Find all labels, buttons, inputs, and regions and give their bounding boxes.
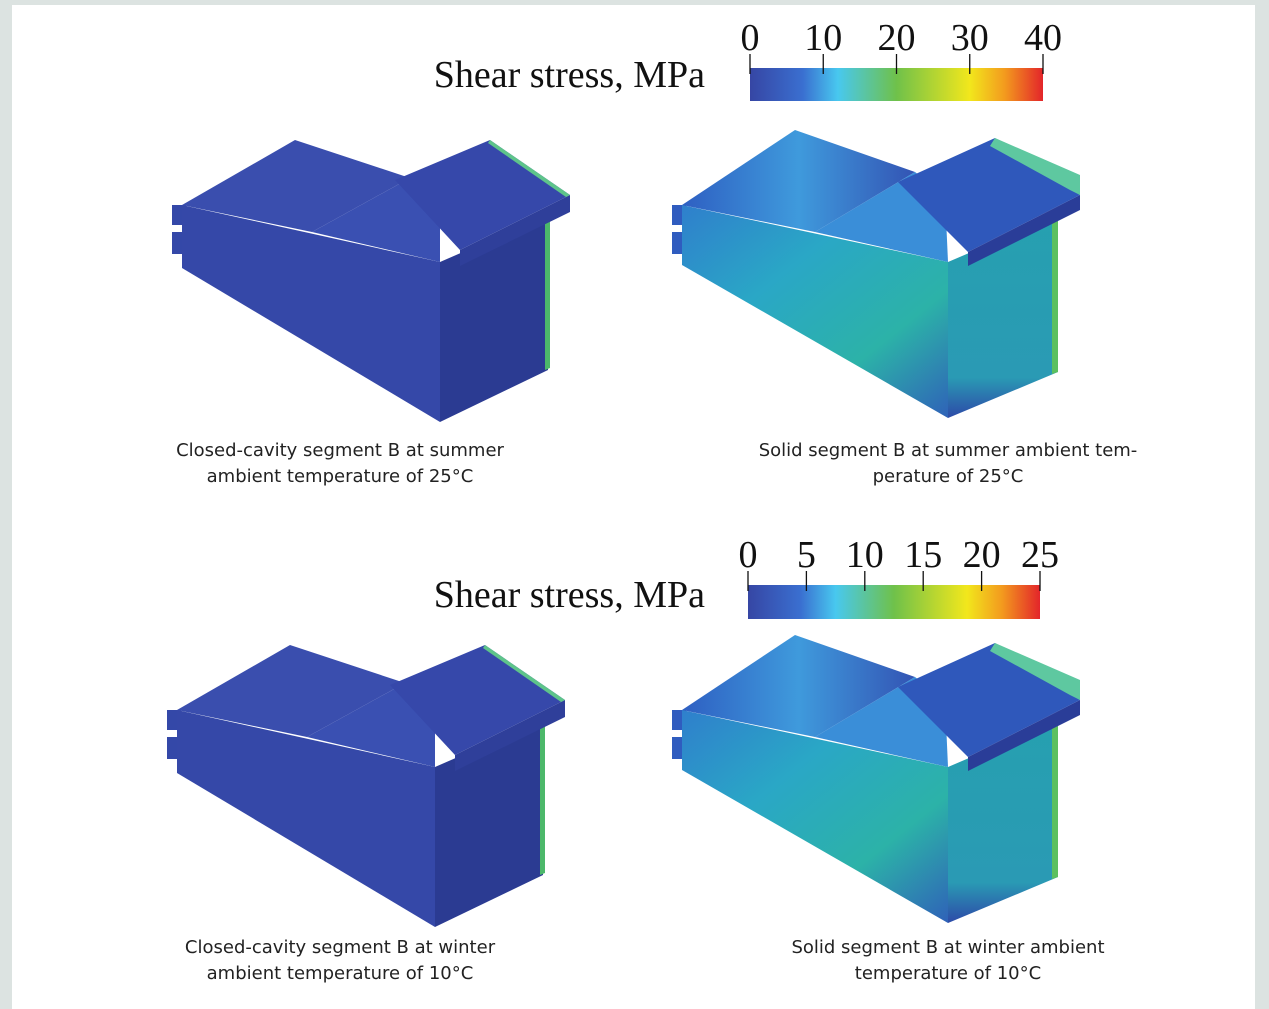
colorbar-title: Shear stress, MPa	[434, 574, 705, 616]
tick-label: 0	[739, 534, 758, 576]
caption: Closed-cavity segment B at summer	[176, 440, 504, 461]
caption: ambient temperature of 10°C	[207, 963, 474, 984]
tick-label: 15	[904, 534, 942, 576]
tick-label: 0	[741, 17, 760, 59]
tick-label: 40	[1024, 17, 1062, 59]
tick-label: 10	[804, 17, 842, 59]
tick-label: 5	[797, 534, 816, 576]
caption: perature of 25°C	[873, 466, 1024, 487]
tick-label: 25	[1021, 534, 1059, 576]
colorbar-title: Shear stress, MPa	[434, 54, 705, 96]
caption: Solid segment B at winter ambient	[791, 937, 1104, 958]
panel	[12, 5, 1255, 1009]
tick-label: 30	[951, 17, 989, 59]
tick-label: 20	[963, 534, 1001, 576]
caption: ambient temperature of 25°C	[207, 466, 474, 487]
colorbar	[748, 585, 1040, 619]
caption: temperature of 10°C	[855, 963, 1041, 984]
figure: Shear stress, MPa 0 10 20 30 40 Shear stress, …	[0, 0, 1269, 1009]
caption: Solid segment B at summer ambient tem-	[759, 440, 1138, 461]
caption: Closed-cavity segment B at winter	[185, 937, 496, 958]
tick-label: 10	[846, 534, 884, 576]
tick-label: 20	[878, 17, 916, 59]
